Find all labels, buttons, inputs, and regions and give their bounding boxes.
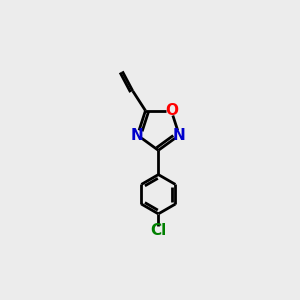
- Text: N: N: [173, 128, 186, 143]
- Text: Cl: Cl: [150, 223, 167, 238]
- Text: N: N: [131, 128, 144, 143]
- Text: O: O: [165, 103, 178, 118]
